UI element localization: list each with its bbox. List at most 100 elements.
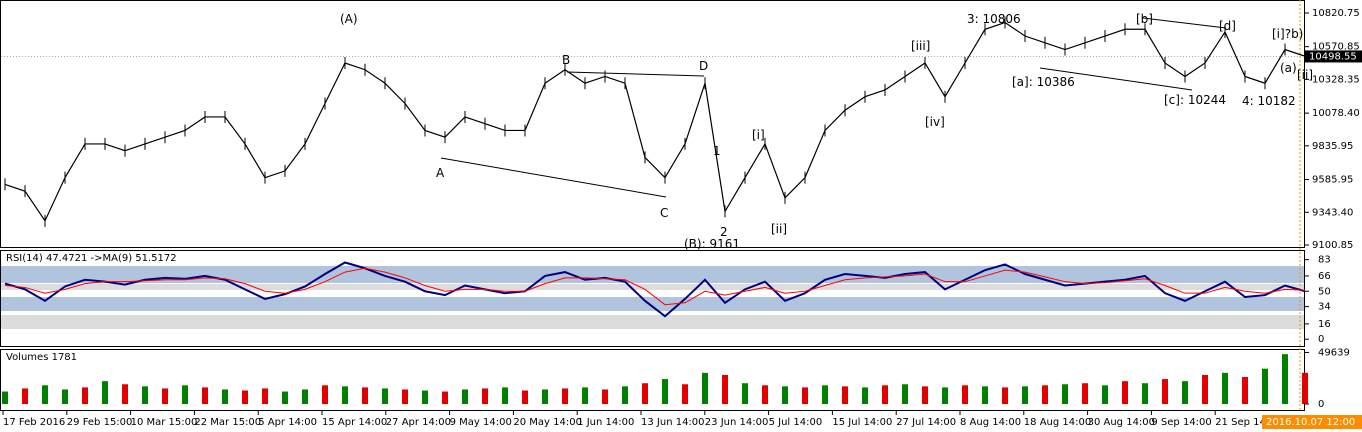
volume-bar <box>1242 377 1248 404</box>
wave-label: [c]: 10244 <box>1164 93 1226 107</box>
trendline <box>440 157 667 198</box>
volume-bar <box>382 388 388 404</box>
volume-bar <box>1062 384 1068 404</box>
volume-bar <box>222 389 228 404</box>
volume-bar <box>462 389 468 404</box>
volume-bar <box>982 386 988 404</box>
cursor-label: 2016.10.07 12:00 <box>1266 417 1355 428</box>
volume-bar <box>622 386 628 404</box>
y-tick-label: 16 <box>1318 319 1331 330</box>
rsi-band <box>1 315 1304 329</box>
trendline <box>1039 67 1193 91</box>
volume-bar <box>862 387 868 404</box>
volume-bar <box>22 388 28 404</box>
volume-bar <box>1182 381 1188 404</box>
trendline <box>566 71 705 77</box>
volume-bar <box>1222 372 1228 404</box>
volume-bar <box>1042 385 1048 404</box>
current-price-label: 10498.55 <box>1309 51 1357 62</box>
volume-bar <box>722 374 728 404</box>
volume-bar <box>1262 368 1268 404</box>
volume-bar <box>242 390 248 404</box>
wave-label: [iv] <box>925 115 945 129</box>
volume-bar <box>2 391 8 404</box>
wave-label: (B): 9161 <box>684 237 740 251</box>
volume-bar <box>1002 387 1008 404</box>
y-tick-label: 9585.95 <box>1312 175 1353 186</box>
rsi-band <box>1 284 1304 290</box>
cursor-label-box <box>1262 415 1362 429</box>
x-tick-label: 30 Aug 14:00 <box>1088 417 1155 428</box>
volume-bar <box>1282 354 1288 404</box>
x-tick-label: 10 Mar 15:00 <box>131 417 198 428</box>
volume-bar <box>1082 383 1088 404</box>
volume-bar <box>82 387 88 404</box>
current-price-box <box>1305 50 1362 63</box>
price-line <box>4 21 1306 223</box>
volume-bar <box>1202 374 1208 404</box>
x-tick-label: 13 Jun 14:00 <box>641 417 705 428</box>
x-tick-label: 5 Jul 14:00 <box>769 417 823 428</box>
volume-bar <box>122 384 128 404</box>
wave-label: C <box>660 206 668 220</box>
wave-label: (a) <box>1280 61 1297 75</box>
volume-bar <box>522 390 528 404</box>
y-tick-label: 83 <box>1318 255 1331 266</box>
volume-bar <box>542 389 548 404</box>
x-tick-label: 27 Apr 14:00 <box>386 417 451 428</box>
x-tick-label: 1 Jun 14:00 <box>577 417 634 428</box>
wave-label: [d] <box>1219 19 1236 33</box>
x-tick-label: 17 Feb 2016 <box>3 417 65 428</box>
volume-bar <box>402 389 408 404</box>
volume-bar <box>1162 379 1168 404</box>
volume-bar <box>922 386 928 404</box>
x-tick-label: 29 Feb 15:00 <box>67 417 133 428</box>
volume-bar <box>162 388 168 404</box>
x-tick-label: 20 May 14:00 <box>513 417 582 428</box>
volume-bar <box>642 383 648 404</box>
x-tick-label: 15 Jul 14:00 <box>832 417 892 428</box>
rsi-line <box>4 267 1306 306</box>
y-tick-label: 49639 <box>1318 347 1350 358</box>
x-tick-label: 15 Apr 14:00 <box>322 417 387 428</box>
trendlines <box>440 17 1227 198</box>
volume-title: Volumes 1781 <box>6 352 77 363</box>
volume-bar <box>422 390 428 404</box>
wave-label: [ii] <box>771 222 787 236</box>
y-tick-label: 66 <box>1318 271 1331 282</box>
volume-bar <box>1102 385 1108 404</box>
volume-bar <box>682 384 688 404</box>
y-tick-label: 0 <box>1318 399 1324 410</box>
volume-bar <box>442 391 448 404</box>
volume-bar <box>742 383 748 404</box>
volume-bar <box>262 388 268 404</box>
volume-bar <box>142 386 148 404</box>
volume-bar <box>902 384 908 404</box>
volume-bar <box>342 386 348 404</box>
volume-bar <box>702 372 708 404</box>
x-tick-label: 22 Mar 15:00 <box>194 417 261 428</box>
wave-label: [b] <box>1136 12 1153 26</box>
volume-bar <box>502 387 508 404</box>
price-panel <box>0 0 1305 248</box>
volume-bar <box>362 387 368 404</box>
wave-label: [i] <box>752 128 765 142</box>
x-tick-label: 18 Aug 14:00 <box>1024 417 1091 428</box>
volume-bar <box>942 387 948 404</box>
volume-bar <box>802 387 808 404</box>
volume-bar <box>1122 381 1128 404</box>
wave-label: 1 <box>713 144 721 158</box>
wave-label: [iii] <box>911 39 930 53</box>
y-tick-label: 0 <box>1318 334 1324 345</box>
volume-bar <box>282 391 288 404</box>
volume-bar <box>762 385 768 404</box>
x-tick-label: 9 May 14:00 <box>450 417 512 428</box>
wave-label: [ii] <box>1297 68 1313 82</box>
volume-bar <box>482 388 488 404</box>
volume-bar <box>182 385 188 404</box>
wave-label: B <box>562 53 570 67</box>
volume-bar <box>1022 386 1028 404</box>
volume-bar <box>1302 372 1308 404</box>
